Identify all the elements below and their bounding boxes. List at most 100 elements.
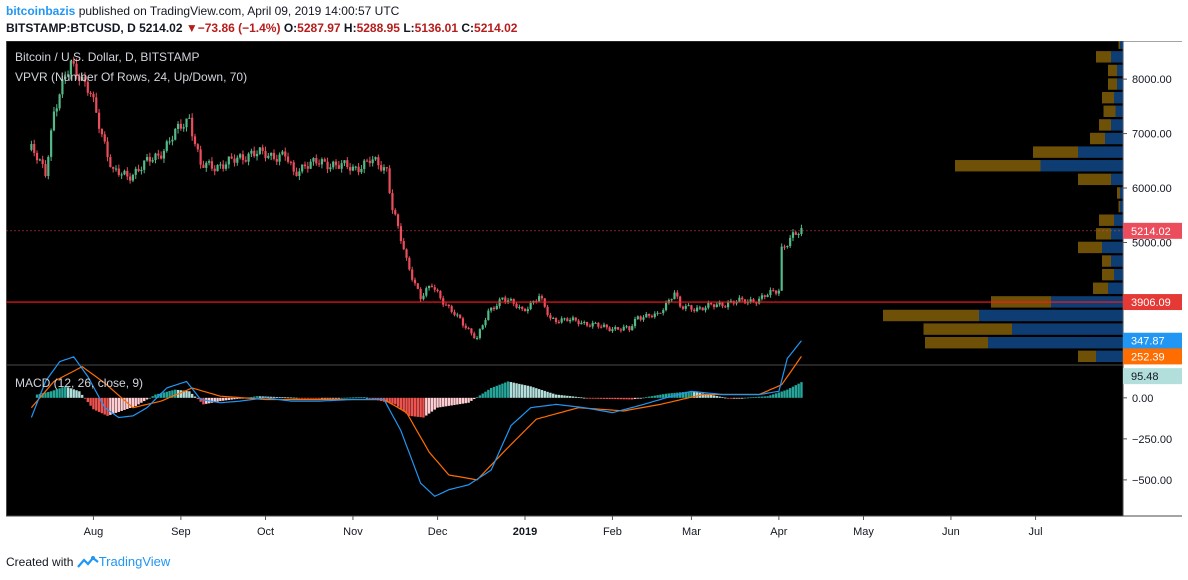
vp-row-up xyxy=(1120,200,1123,213)
histogram-bar xyxy=(408,397,411,416)
last-price-tag: 5214.02 xyxy=(1123,222,1182,239)
candle-body xyxy=(106,141,109,158)
histogram-bar xyxy=(616,397,620,400)
candle-body xyxy=(529,302,532,310)
histogram-bar xyxy=(684,391,687,398)
candle-body xyxy=(492,307,496,310)
candle-body xyxy=(772,290,775,292)
vp-row-down xyxy=(883,309,979,322)
candle-body xyxy=(442,298,445,305)
candle-body xyxy=(171,139,174,142)
histogram-bar xyxy=(317,397,321,399)
histogram-bar xyxy=(430,397,434,412)
candle-body xyxy=(191,117,194,137)
histogram-bar xyxy=(137,397,140,405)
histogram-bar xyxy=(783,390,786,398)
signal-value-tag-text: 252.39 xyxy=(1131,351,1165,363)
tradingview-brand-link[interactable]: TradingView xyxy=(98,554,171,569)
histogram-bar xyxy=(464,397,467,404)
candle-body xyxy=(774,290,778,294)
ohlc-header: BITSTAMP:BTCUSD, D 5214.02 ▼−73.86 (−1.4… xyxy=(6,21,517,35)
time-tick-label: Jul xyxy=(1029,526,1043,538)
candle-body xyxy=(560,318,563,323)
author-link[interactable]: bitcoinbazis xyxy=(6,4,76,18)
histogram-bar xyxy=(92,397,95,410)
time-tick-label: Feb xyxy=(603,526,622,538)
candle-body xyxy=(224,164,228,169)
candle-body xyxy=(681,306,685,309)
candle-body xyxy=(633,318,637,327)
candle-body xyxy=(546,306,549,316)
candle-body xyxy=(126,170,129,177)
histogram-bar xyxy=(422,397,425,418)
price-axis[interactable] xyxy=(1123,41,1182,516)
candle-body xyxy=(340,163,343,169)
candle-body xyxy=(83,76,87,82)
candle-body xyxy=(538,296,541,302)
histogram-bar xyxy=(535,388,538,398)
histogram-bar xyxy=(718,396,721,398)
histogram-bar xyxy=(639,397,642,399)
vp-row-up xyxy=(1105,132,1123,145)
histogram-bar xyxy=(360,397,363,398)
candle-body xyxy=(284,151,287,157)
down-arrow-icon: ▼ xyxy=(185,21,198,35)
candle-body xyxy=(800,227,803,234)
histogram-bar xyxy=(529,386,532,398)
candle-body xyxy=(382,167,386,171)
candle-body xyxy=(602,324,606,327)
time-axis[interactable] xyxy=(6,516,1182,546)
candle-body xyxy=(337,165,340,169)
candle-body xyxy=(207,161,211,163)
candle-body xyxy=(639,316,642,320)
candle-body xyxy=(315,157,318,164)
histogram-bar xyxy=(210,397,214,403)
histogram-bar xyxy=(337,397,341,399)
histogram-bar xyxy=(439,397,442,408)
candle-body xyxy=(38,159,41,161)
vp-row-down xyxy=(925,337,988,349)
histogram-bar xyxy=(540,389,544,398)
histogram-bar xyxy=(213,397,216,403)
candle-body xyxy=(411,269,414,280)
histogram-bar xyxy=(396,397,400,407)
histogram-bar xyxy=(111,397,115,414)
histogram-bar xyxy=(47,391,50,398)
candle-body xyxy=(636,316,639,319)
histogram-bar xyxy=(566,395,569,398)
candle-body xyxy=(631,326,634,331)
candle-body xyxy=(594,322,597,324)
histogram-bar xyxy=(323,397,326,399)
histogram-bar xyxy=(140,397,143,403)
time-tick-label: Nov xyxy=(343,526,363,538)
candle-body xyxy=(320,159,324,165)
histogram-bar xyxy=(481,393,484,398)
candle-body xyxy=(193,136,197,145)
histogram-value-tag: 95.48 xyxy=(1123,368,1182,385)
candle-body xyxy=(656,312,659,314)
candle-body xyxy=(597,322,600,327)
candle-body xyxy=(416,283,419,289)
candle-body xyxy=(577,320,580,325)
histogram-bar xyxy=(109,397,112,415)
indicator-vpvr-label[interactable]: VPVR (Number Of Rows, 24, Up/Down, 70) xyxy=(15,70,247,84)
candle-body xyxy=(605,324,608,328)
plot-background xyxy=(6,41,1123,516)
histogram-bar xyxy=(642,397,645,399)
vp-row-down xyxy=(923,323,1012,335)
candle-body xyxy=(394,210,397,215)
histogram-bar xyxy=(61,387,64,398)
vp-row-down xyxy=(1033,146,1078,158)
histogram-bar xyxy=(159,393,163,398)
candle-body xyxy=(264,150,267,158)
candle-body xyxy=(112,167,115,169)
candle-body xyxy=(219,164,222,166)
vp-row-down xyxy=(1117,187,1120,199)
indicator-macd-label[interactable]: MACD (12, 26, close, 9) xyxy=(15,376,143,390)
histogram-bar xyxy=(504,382,507,398)
histogram-bar xyxy=(662,394,665,398)
candle-body xyxy=(611,329,614,332)
histogram-bar xyxy=(224,397,228,401)
histogram-bar xyxy=(114,397,118,413)
